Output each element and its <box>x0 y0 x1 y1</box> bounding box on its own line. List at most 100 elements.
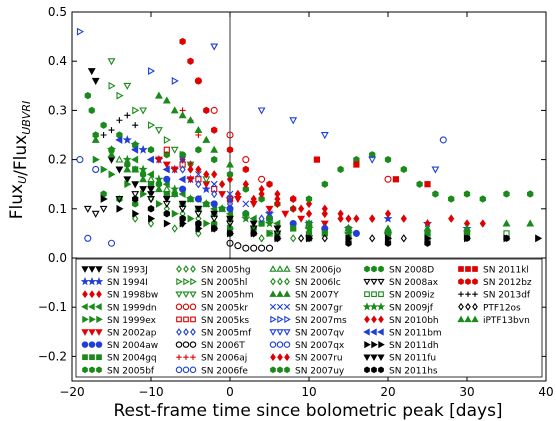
data-point <box>432 190 439 198</box>
data-point <box>526 219 535 227</box>
data-point <box>265 214 274 222</box>
legend-marker <box>183 265 189 273</box>
data-point <box>178 200 187 209</box>
data-point <box>202 135 211 143</box>
legend-marker <box>182 341 190 348</box>
legend-marker <box>363 328 370 336</box>
legend-label: SN 2012bz <box>483 278 532 288</box>
data-point <box>195 77 202 85</box>
legend-marker <box>458 278 464 285</box>
legend-marker <box>464 315 472 323</box>
data-point <box>195 229 202 238</box>
legend-marker <box>183 328 189 336</box>
legend-marker <box>80 276 90 286</box>
legend-marker <box>81 266 89 273</box>
data-point <box>226 131 234 139</box>
data-point <box>147 175 155 183</box>
y-tick-label: 0.0 <box>48 251 67 265</box>
data-point <box>84 234 92 242</box>
legend-marker <box>270 366 276 374</box>
legend-marker <box>472 266 478 272</box>
data-point <box>100 121 107 129</box>
x-tick-label: 40 <box>538 385 553 399</box>
data-point <box>479 195 486 203</box>
legend-entry-sn-2007ru: SN 2007ru <box>270 353 343 364</box>
data-point <box>195 219 202 228</box>
data-point <box>131 155 139 164</box>
legend-marker <box>283 290 291 297</box>
data-point <box>250 229 257 238</box>
series-sn-2011fu <box>147 186 282 233</box>
data-point <box>258 234 265 243</box>
data-point <box>226 190 234 198</box>
legend-marker <box>284 277 290 286</box>
data-point <box>535 234 543 243</box>
data-point <box>218 191 227 199</box>
data-point <box>163 151 170 159</box>
legend-marker <box>378 366 384 374</box>
data-point <box>242 244 250 252</box>
legend-label: SN 2004aw <box>107 341 158 351</box>
data-point <box>352 229 360 237</box>
series-sn-2005kr <box>194 77 392 183</box>
legend-marker <box>176 265 182 273</box>
data-points <box>76 27 543 252</box>
legend-marker <box>371 366 377 374</box>
legend-marker <box>283 329 291 336</box>
data-point <box>171 76 179 85</box>
legend-marker <box>95 329 103 336</box>
legend-entry-sn-2006jo: SN 2006jo <box>269 265 342 276</box>
legend-marker <box>190 316 196 323</box>
series-sn-2007qv <box>210 43 440 174</box>
legend-label: SN 2008ax <box>389 278 439 288</box>
data-point <box>369 234 376 243</box>
data-point <box>107 156 116 164</box>
legend-marker <box>190 265 196 273</box>
data-point <box>99 205 108 213</box>
data-point <box>211 126 218 134</box>
data-point <box>384 155 392 164</box>
legend-label: SN 2011dh <box>389 341 439 351</box>
y-tick-label: 0.4 <box>48 54 67 68</box>
data-point <box>439 136 447 144</box>
legend-entry-sn-2006lc: SN 2006lc <box>270 277 341 288</box>
data-point <box>210 210 219 218</box>
legend-label: SN 2006fe <box>201 366 248 376</box>
legend-marker <box>465 302 471 311</box>
data-point <box>139 107 148 115</box>
data-point <box>195 179 202 189</box>
data-point <box>345 239 352 247</box>
data-point <box>305 199 313 209</box>
y-axis-label: FluxU/FluxUBVRI <box>7 101 33 220</box>
x-tick-label: 0 <box>226 385 234 399</box>
data-point <box>383 228 393 238</box>
series-sn-2012bz <box>179 37 297 203</box>
series-sn-2007ms <box>76 27 179 85</box>
data-point <box>210 43 219 51</box>
data-point <box>76 27 85 36</box>
legend-marker <box>189 341 197 348</box>
data-point <box>384 209 392 218</box>
data-point <box>148 67 156 75</box>
legend-marker <box>364 340 371 349</box>
y-tick-label: 0.5 <box>48 5 67 19</box>
data-point <box>503 234 510 242</box>
data-point <box>131 191 140 199</box>
series-sn-2005hl <box>108 81 187 159</box>
data-point <box>163 135 171 144</box>
legend-label: SN 2005ks <box>201 316 249 326</box>
legend-marker <box>378 340 385 349</box>
data-point <box>384 224 392 232</box>
data-point <box>131 165 140 173</box>
data-point <box>123 165 132 173</box>
legend-marker <box>472 278 478 285</box>
legend-entry-sn-1999ex: SN 1999ex <box>82 315 157 326</box>
legend-marker <box>458 291 464 297</box>
data-point <box>170 146 179 154</box>
y-tick-label: −0.1 <box>38 300 67 314</box>
legend-label: PTF12os <box>483 303 521 313</box>
legend-label: SN 1994I <box>107 278 148 288</box>
data-point <box>195 165 202 174</box>
data-point <box>320 220 329 228</box>
legend-entry-sn-2007qx: SN 2007qx <box>269 341 345 351</box>
